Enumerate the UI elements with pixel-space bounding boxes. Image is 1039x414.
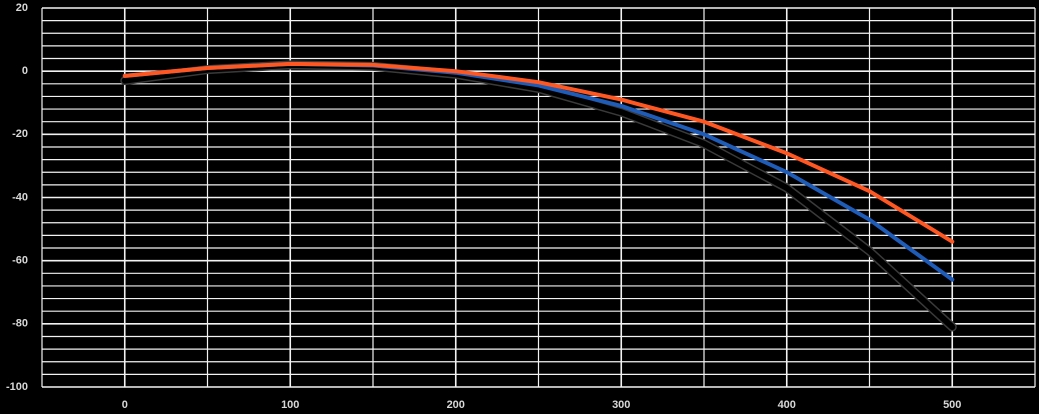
y-tick-label: -20 <box>12 128 28 140</box>
x-tick-label: 0 <box>122 399 128 411</box>
x-tick-label: 500 <box>943 399 961 411</box>
line <box>122 61 955 244</box>
y-tick-label: 20 <box>16 2 28 14</box>
y-tick-label: -100 <box>6 381 28 393</box>
x-tick-label: 400 <box>778 399 796 411</box>
x-tick-label: 200 <box>447 399 465 411</box>
y-tick-label: 0 <box>22 65 28 77</box>
y-tick-label: -60 <box>12 255 28 267</box>
x-tick-label: 300 <box>612 399 630 411</box>
y-tick-label: -80 <box>12 318 28 330</box>
x-tick-label: 100 <box>281 399 299 411</box>
y-tick-label: -40 <box>12 191 28 203</box>
